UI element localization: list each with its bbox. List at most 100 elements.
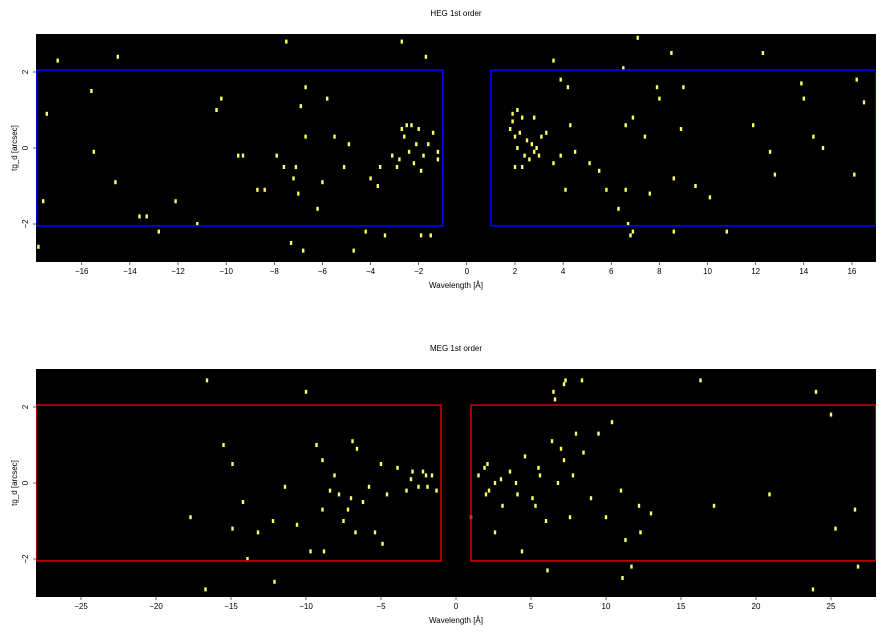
data-point [322,549,326,554]
data-point [619,488,623,493]
x-tick-label: 4 [561,267,566,276]
data-point [605,187,608,192]
data-point [315,443,318,447]
data-point [189,515,192,520]
data-point [573,149,577,154]
data-point [537,153,541,158]
data-point [289,241,293,245]
data-point [273,579,276,584]
data-point [672,229,675,234]
data-point [694,184,697,188]
data-point [42,199,45,204]
data-point [231,462,234,466]
data-point [637,503,641,508]
data-point [415,142,418,147]
data-point [853,507,857,512]
x-axis-label: Wavelength [Å] [429,616,483,625]
data-point [215,108,218,112]
data-point [351,439,354,444]
data-point [511,119,514,124]
data-point [297,191,300,196]
x-tick-label: 5 [529,602,534,611]
data-point [294,165,298,169]
data-point [436,157,440,162]
data-point [800,81,803,86]
data-point [157,229,160,234]
data-point [622,66,625,71]
data-point [528,157,531,162]
data-point [559,77,562,82]
x-tick-label: −14 [123,267,137,276]
data-point [649,511,653,516]
data-point [530,142,533,147]
data-point [768,149,772,154]
data-point [379,462,383,466]
data-point [761,51,765,55]
data-point [417,484,420,489]
data-point [349,496,353,501]
x-tick-label: 20 [752,602,761,611]
data-point [376,184,379,188]
chart-panel-1: HEG 1st order −16 −14 −12 −10 −8 −6 −4 −2 0 2 4 6 8 10… [10,9,876,290]
data-point [679,127,683,131]
data-point [636,35,639,40]
x-tick-label: −12 [171,267,185,276]
data-point [811,587,815,592]
data-point [511,111,514,116]
data-point [326,96,329,101]
data-point [114,180,117,185]
x-tick-label: 0 [454,602,459,611]
data-point [435,488,438,493]
region-box [490,69,876,227]
data-point [342,519,345,523]
x-axis-label: Wavelength [Å] [429,281,483,290]
data-point [403,134,406,139]
data-point [525,138,529,143]
x-tick-label: 12 [751,267,760,276]
x-tick-label: −6 [318,267,328,276]
data-point [430,473,434,478]
data-point [672,176,675,181]
data-point [92,149,95,154]
x-tick-label: 2 [513,267,518,276]
data-point [321,507,324,512]
data-point [396,465,399,470]
data-point [347,142,351,147]
data-point [545,130,548,135]
data-point [630,564,633,569]
data-point [493,530,497,535]
data-point [484,492,488,497]
data-point [282,165,286,169]
data-point [436,149,440,154]
data-point [222,443,225,447]
data-point [400,127,403,131]
y-axis-label: tg_d [arcsec] [10,125,19,171]
data-point [768,492,771,497]
data-point [552,58,555,63]
data-point [773,172,777,177]
chart-title: MEG 1st order [430,344,482,353]
data-point [292,176,295,181]
data-point [617,206,620,211]
data-point [407,149,411,154]
data-point [631,115,635,120]
chart-title: HEG 1st order [430,9,481,18]
data-point [626,222,630,226]
data-point [220,96,223,101]
region-box [470,404,876,562]
data-point [385,492,389,497]
data-point [333,473,336,478]
data-point [552,389,555,394]
data-point [304,389,308,394]
data-point [598,168,601,173]
data-point [304,134,307,139]
x-tick-label: −16 [75,267,89,276]
data-point [513,165,517,169]
data-point [419,168,423,173]
data-point [395,165,399,169]
data-point [559,153,562,158]
data-point [45,111,48,116]
data-point [421,469,425,474]
data-point [493,481,497,485]
data-point [346,507,350,512]
